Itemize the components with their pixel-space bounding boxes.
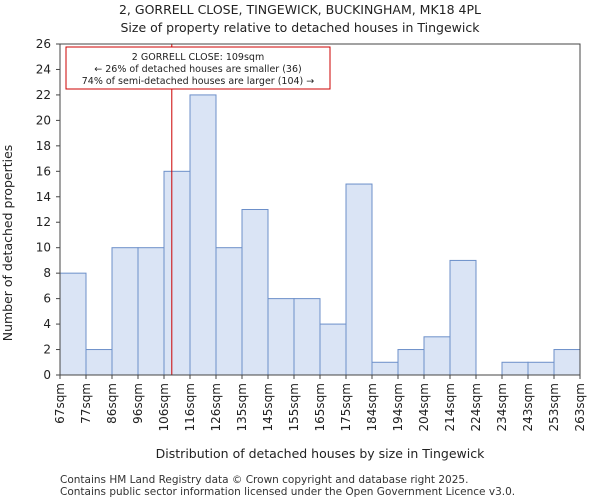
y-tick-label: 2 bbox=[43, 343, 51, 357]
x-tick-label: 135sqm bbox=[235, 383, 249, 431]
y-tick-label: 24 bbox=[36, 62, 51, 76]
plot-frame bbox=[59, 43, 581, 376]
bar bbox=[267, 298, 295, 376]
annotation-box: 2 GORRELL CLOSE: 109sqm ← 26% of detache… bbox=[65, 46, 331, 90]
bar bbox=[85, 349, 113, 376]
bar bbox=[189, 94, 217, 376]
x-tick-label: 155sqm bbox=[287, 383, 301, 431]
bar bbox=[215, 247, 243, 376]
y-tick-label: 22 bbox=[36, 88, 51, 102]
bar bbox=[345, 183, 373, 376]
x-tick-label: 116sqm bbox=[183, 383, 197, 431]
x-axis-label: Distribution of detached houses by size … bbox=[156, 446, 485, 461]
y-tick-label: 20 bbox=[36, 113, 51, 127]
x-tick-label: 106sqm bbox=[157, 383, 171, 431]
y-tick-label: 6 bbox=[43, 292, 51, 306]
y-axis-label: Number of detached properties bbox=[0, 145, 15, 342]
bar bbox=[371, 361, 399, 376]
annotation-line-2: ← 26% of detached houses are smaller (36… bbox=[94, 64, 301, 75]
x-tick-label: 126sqm bbox=[209, 383, 223, 431]
bar bbox=[111, 247, 139, 376]
chart-title: 2, GORRELL CLOSE, TINGEWICK, BUCKINGHAM,… bbox=[119, 2, 481, 17]
x-tick-label: 175sqm bbox=[339, 383, 353, 431]
bar bbox=[449, 259, 477, 376]
x-tick-label: 224sqm bbox=[469, 383, 483, 431]
x-tick-label: 263sqm bbox=[573, 383, 587, 431]
y-tick-label: 10 bbox=[36, 241, 51, 255]
bars bbox=[59, 94, 581, 376]
x-tick-label: 165sqm bbox=[313, 383, 327, 431]
x-tick-label: 96sqm bbox=[131, 383, 145, 424]
y-tick-label: 26 bbox=[36, 37, 51, 51]
y-tick-label: 12 bbox=[36, 215, 51, 229]
y-tick-label: 16 bbox=[36, 164, 51, 178]
bar bbox=[137, 247, 165, 376]
bar bbox=[293, 298, 321, 376]
footer-line-1: Contains HM Land Registry data © Crown c… bbox=[60, 474, 468, 486]
x-tick-label: 234sqm bbox=[495, 383, 509, 431]
x-tick-label: 214sqm bbox=[443, 383, 457, 431]
bar bbox=[423, 336, 451, 376]
y-tick-label: 8 bbox=[43, 266, 51, 280]
x-tick-label: 243sqm bbox=[521, 383, 535, 431]
bar bbox=[241, 209, 269, 376]
bar bbox=[163, 170, 191, 376]
bar bbox=[59, 272, 87, 376]
annotation-line-1: 2 GORRELL CLOSE: 109sqm bbox=[132, 52, 264, 63]
bar bbox=[527, 361, 555, 376]
y-tick-label: 18 bbox=[36, 139, 51, 153]
bar bbox=[397, 349, 425, 376]
x-tick-label: 253sqm bbox=[547, 383, 561, 431]
x-tick-label: 145sqm bbox=[261, 383, 275, 431]
x-tick-label: 86sqm bbox=[105, 383, 119, 424]
x-tick-label: 194sqm bbox=[391, 383, 405, 431]
x-tick-label: 67sqm bbox=[53, 383, 67, 424]
x-axis-ticks: 67sqm 77sqm 86sqm 96sqm 106sqm 116sqm 126sqm 13… bbox=[53, 375, 587, 431]
x-tick-label: 204sqm bbox=[417, 383, 431, 431]
y-tick-label: 14 bbox=[36, 190, 51, 204]
x-tick-label: 184sqm bbox=[365, 383, 379, 431]
footer-line-2: Contains public sector information licen… bbox=[60, 486, 515, 498]
y-tick-label: 0 bbox=[43, 368, 51, 382]
x-tick-label: 77sqm bbox=[79, 383, 93, 424]
y-tick-label: 4 bbox=[43, 317, 51, 331]
chart-subtitle: Size of property relative to detached ho… bbox=[121, 20, 481, 35]
bar bbox=[501, 361, 529, 376]
annotation-line-3: 74% of semi-detached houses are larger (… bbox=[82, 76, 315, 87]
bar bbox=[553, 349, 581, 376]
bar bbox=[319, 323, 347, 376]
